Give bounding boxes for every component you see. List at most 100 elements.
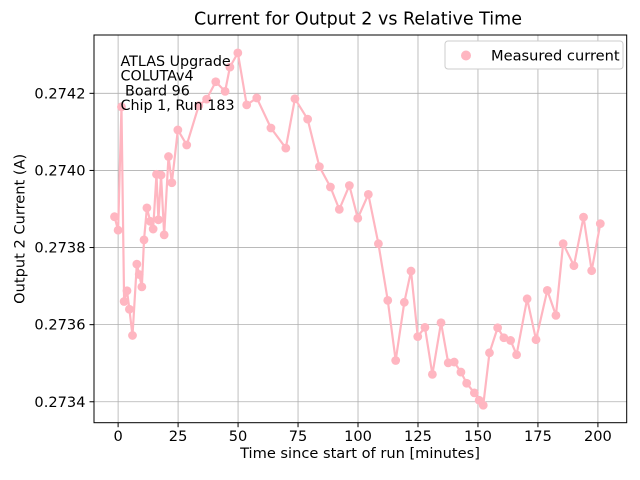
data-point [558, 239, 568, 249]
data-point [522, 294, 532, 304]
data-point [449, 357, 459, 367]
data-point [383, 295, 393, 305]
data-point [363, 189, 373, 199]
x-tick-label: 50 [229, 428, 248, 445]
data-point [119, 297, 129, 306]
data-point [334, 204, 344, 214]
data-point [173, 125, 183, 135]
x-tick-label: 0 [113, 428, 122, 445]
x-tick-label: 25 [169, 428, 188, 445]
data-point [167, 178, 177, 188]
y-tick-label: 0.2742 [34, 85, 85, 102]
data-point [420, 322, 430, 332]
data-point [427, 369, 437, 379]
legend-marker-icon [461, 50, 471, 61]
data-point [145, 216, 155, 226]
data-point [266, 123, 276, 133]
chart-title: Current for Output 2 vs Relative Time [194, 10, 522, 30]
data-point [569, 261, 579, 271]
x-tick-label: 150 [464, 428, 492, 445]
data-point [139, 235, 149, 245]
y-tick-label: 0.2736 [34, 317, 85, 334]
x-tick-label: 75 [289, 428, 308, 445]
data-point [134, 270, 144, 279]
data-series [110, 48, 605, 410]
data-point [132, 259, 142, 269]
data-point [512, 350, 521, 360]
annotation-block: ATLAS Upgrade COLUTAv4 Board 96 Chip 1, … [121, 54, 235, 114]
data-point [436, 318, 446, 328]
data-point [493, 323, 503, 333]
data-point [587, 266, 597, 276]
y-axis-label: Output 2 Current (A) [12, 154, 29, 304]
data-point [182, 140, 192, 150]
x-tick-label: 175 [524, 428, 552, 445]
data-point [314, 162, 324, 171]
data-point [148, 224, 158, 234]
data-point [485, 348, 494, 358]
annotation-line-2: COLUTAv4 [121, 69, 194, 85]
data-point [478, 400, 488, 410]
data-point [128, 331, 137, 340]
data-point [281, 143, 291, 153]
data-point [220, 87, 230, 96]
data-point [122, 286, 132, 296]
data-point [110, 212, 119, 222]
data-point [159, 230, 169, 240]
data-point [117, 102, 126, 112]
x-tick-label: 200 [584, 428, 612, 445]
annotation-line-3: Board 96 [121, 83, 190, 99]
y-tick-label: 0.2738 [34, 240, 85, 257]
annotation-line-4: Chip 1, Run 183 [121, 98, 235, 114]
data-point [154, 215, 163, 225]
data-point [353, 213, 363, 223]
data-point [499, 333, 509, 343]
data-point [542, 285, 552, 295]
data-point [113, 225, 123, 235]
data-point [156, 170, 166, 180]
data-point [506, 336, 515, 345]
data-point [124, 304, 134, 314]
data-point [142, 203, 152, 213]
data-point [202, 94, 212, 104]
x-axis-label: Time since start of run [minutes] [239, 445, 480, 462]
data-point [399, 297, 409, 307]
data-point [225, 62, 235, 72]
x-tick-label: 100 [344, 428, 372, 445]
y-tick-label: 0.2740 [34, 162, 85, 179]
data-point [595, 219, 605, 229]
data-point [326, 182, 335, 192]
data-point [194, 101, 204, 111]
measured-current-line [113, 51, 602, 407]
data-point [137, 282, 147, 292]
data-point [462, 378, 472, 388]
data-point [406, 266, 416, 276]
data-point [391, 356, 401, 365]
legend: Measured current [444, 40, 624, 70]
legend-box [444, 40, 624, 70]
data-point [531, 335, 541, 345]
data-point [579, 212, 588, 222]
data-point [344, 181, 354, 190]
x-tick-label: 125 [404, 428, 432, 445]
y-tick-label: 0.2734 [34, 394, 85, 411]
gridlines [94, 35, 627, 423]
data-point [551, 311, 561, 320]
plot-area-border [93, 34, 628, 424]
data-point [303, 114, 313, 124]
legend-entry-label: Measured current [491, 48, 620, 65]
data-point [413, 332, 423, 342]
data-point [252, 93, 262, 103]
data-point [290, 94, 300, 104]
data-point [374, 239, 383, 249]
data-point [233, 48, 243, 58]
data-point [242, 100, 252, 110]
data-point [164, 152, 173, 161]
axis-ticks: 0 25 50 75 100 125 150 175 200 0.2734 0.2736 0.2738… [34, 85, 611, 445]
annotation-line-1: ATLAS Upgrade [121, 54, 231, 70]
data-point [211, 77, 221, 87]
data-point [456, 367, 466, 377]
